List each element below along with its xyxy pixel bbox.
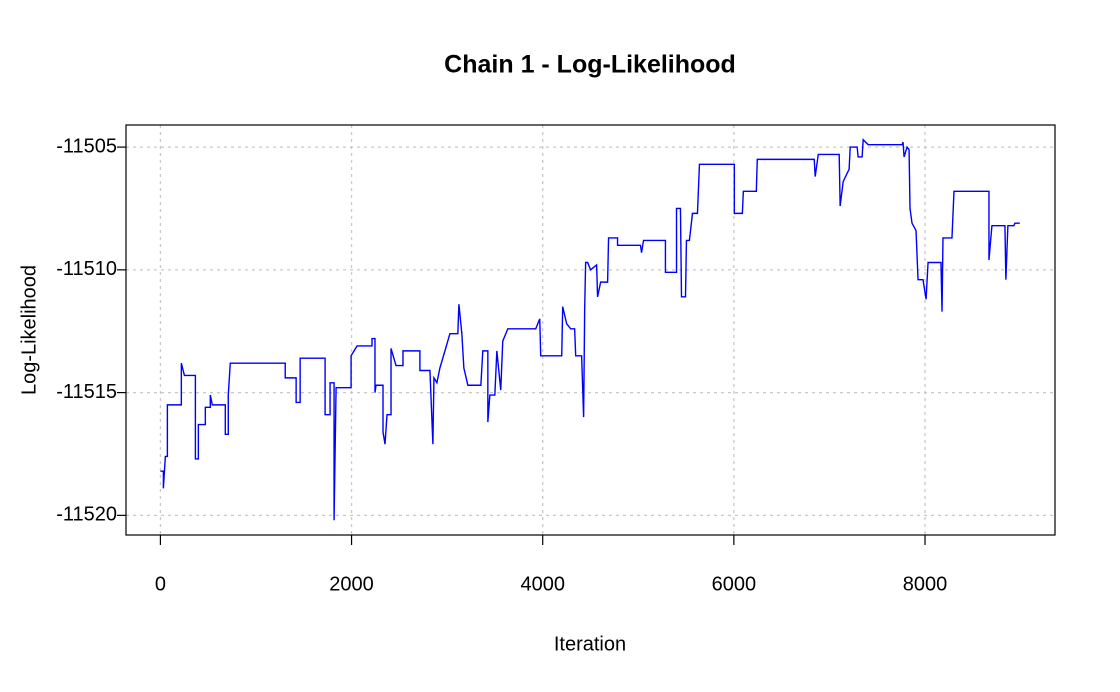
plot-frame [125, 124, 1056, 536]
x-tick-label: 4000 [520, 573, 565, 595]
x-axis-label: Iteration [554, 633, 626, 655]
chart-title: Chain 1 - Log-Likelihood [444, 51, 736, 79]
y-tick-label: -11515 [56, 381, 117, 403]
x-tick-label: 8000 [903, 573, 948, 595]
trace-line [160, 138, 1020, 521]
y-tick-label: -11510 [56, 258, 117, 280]
y-tick-label: -11520 [56, 504, 117, 526]
x-tick-label: 2000 [329, 573, 374, 595]
y-tick-label: -11505 [56, 135, 117, 157]
y-axis-label: Log-Likelihood [18, 265, 40, 395]
x-tick-label: 0 [155, 573, 166, 595]
x-tick-label: 6000 [712, 573, 757, 595]
